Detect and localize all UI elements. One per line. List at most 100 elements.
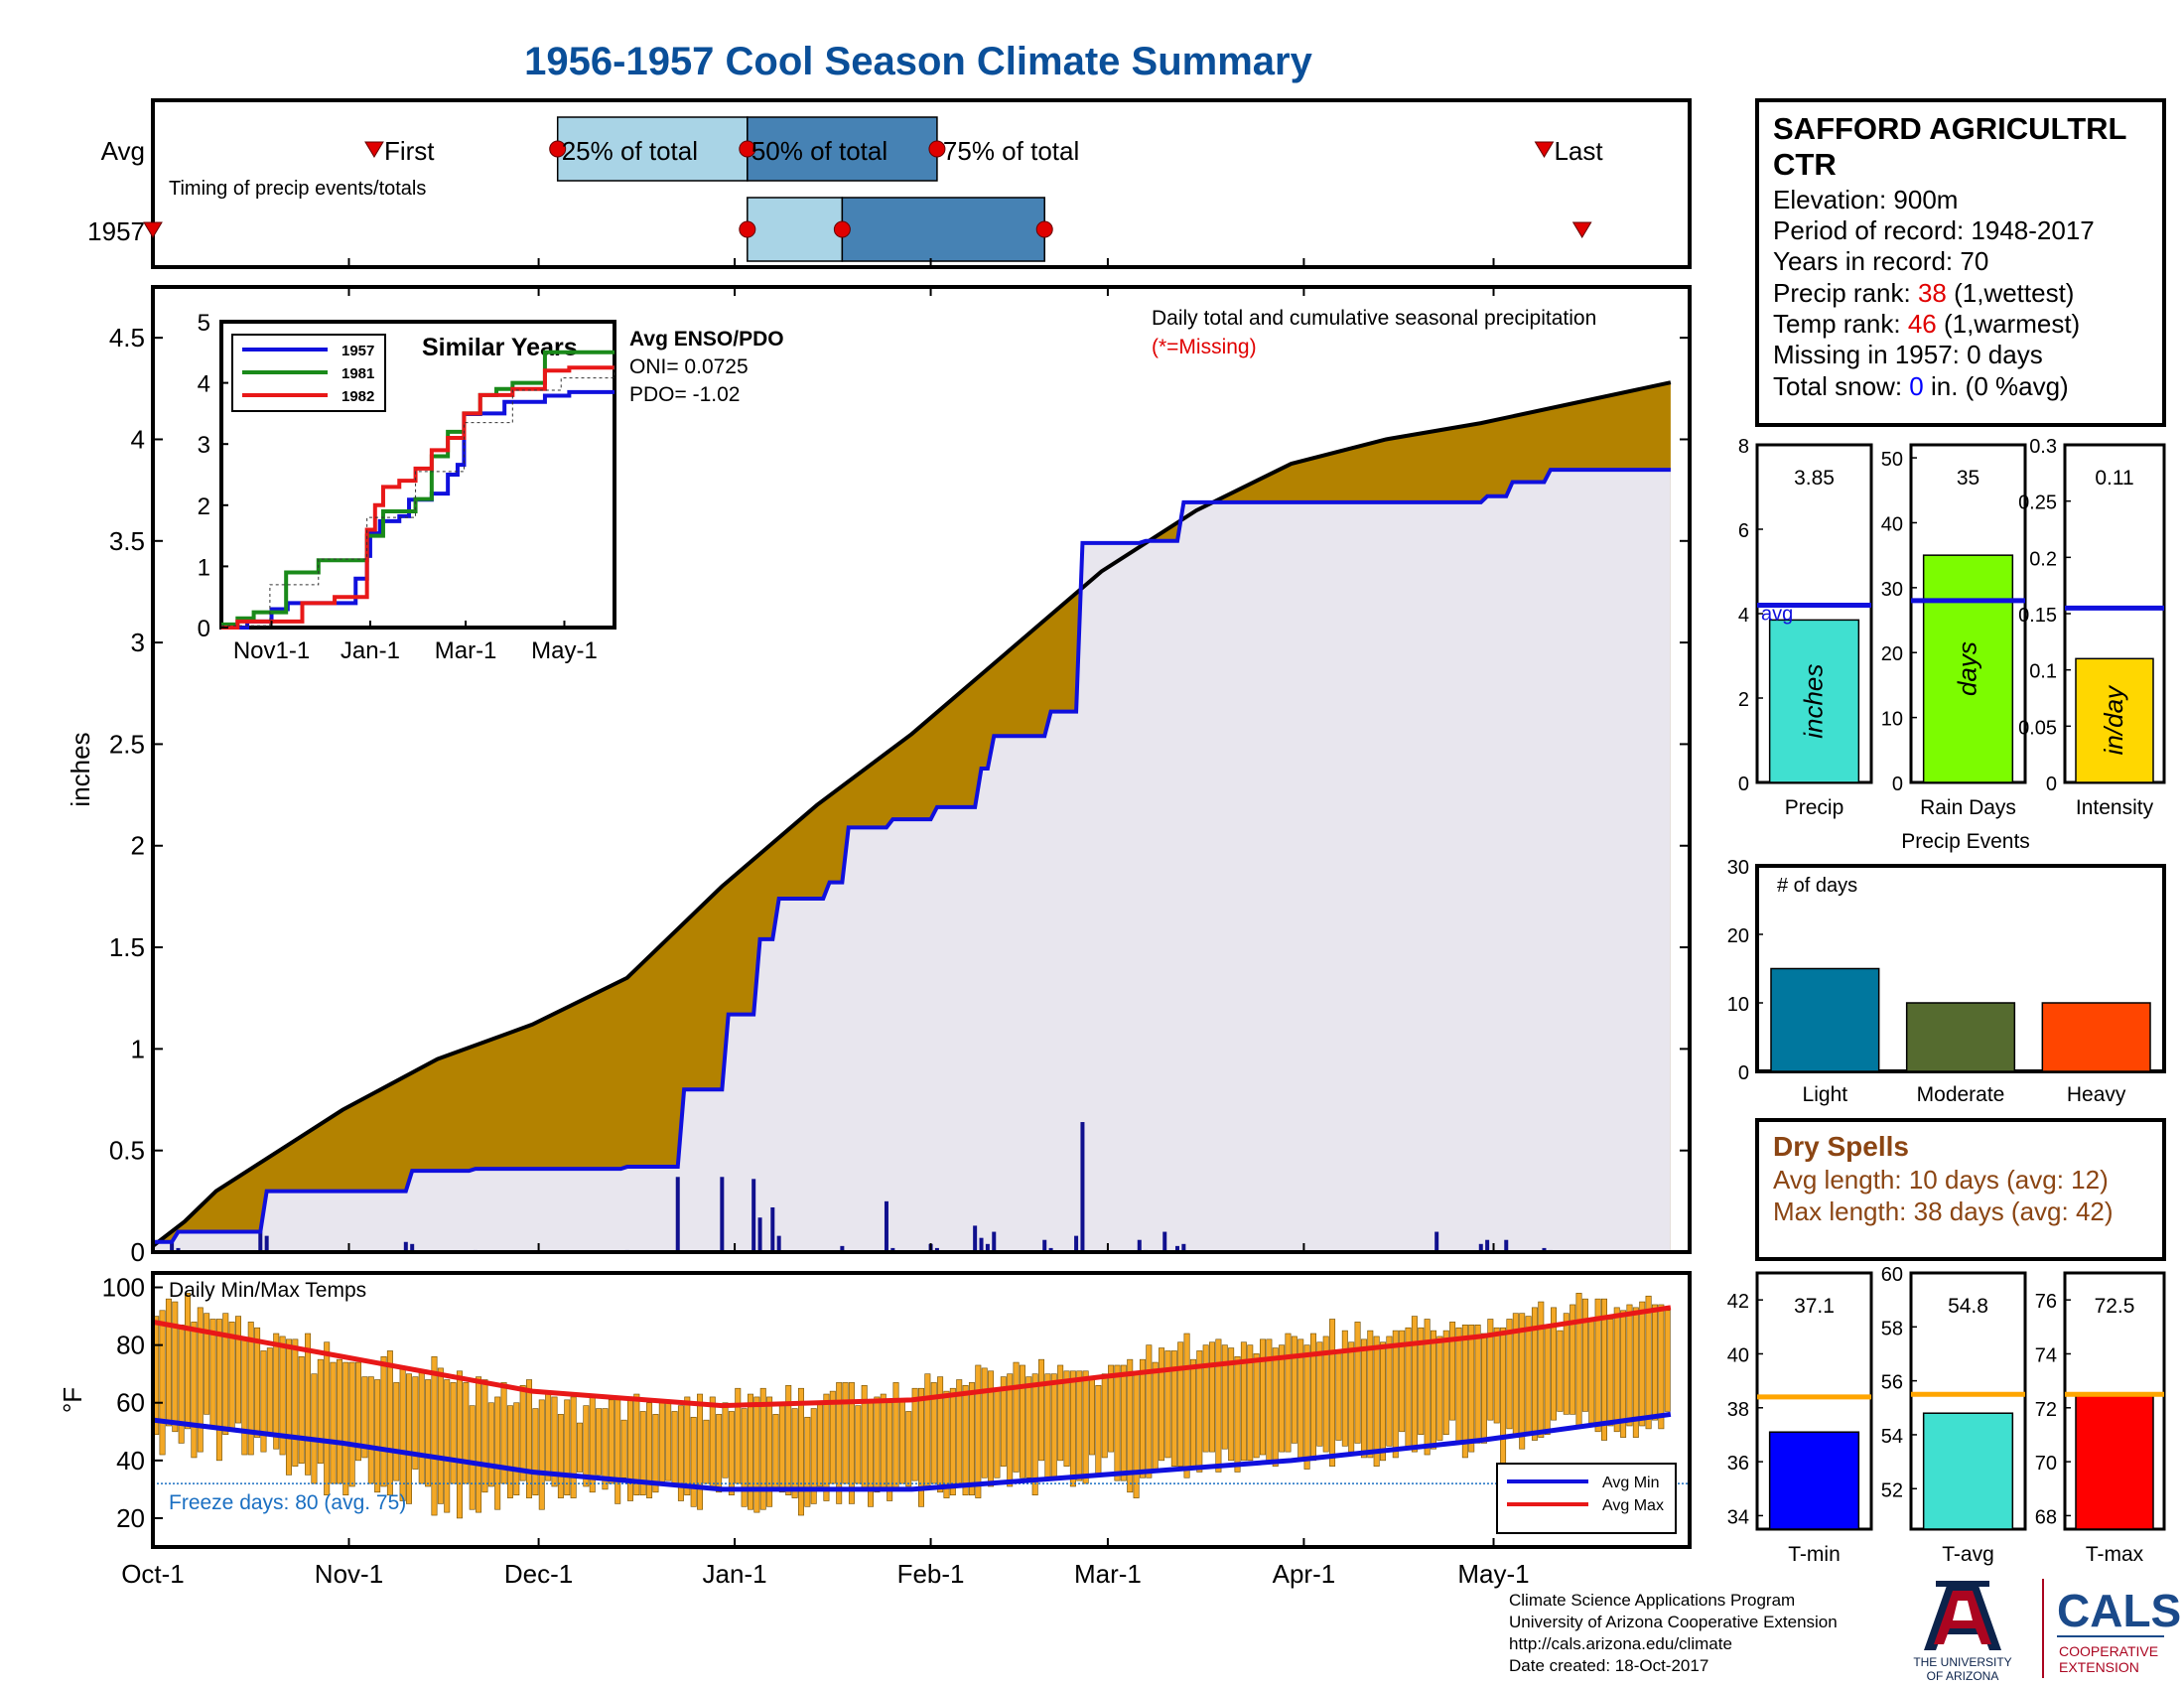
intensity-ytick-label: 0.2 (2029, 548, 2057, 570)
ua-line-2: OF ARIZONA (1927, 1669, 1999, 1683)
daily-temp-bar (1050, 1373, 1057, 1478)
month-label: Feb-1 (897, 1559, 965, 1589)
avg-25-50-box (556, 116, 749, 182)
t-avg-ytick-label: 58 (1881, 1318, 1903, 1339)
precip-ytick-label: 1 (131, 1034, 145, 1063)
daily-temp-bar (1279, 1344, 1286, 1453)
daily-temp-bar (185, 1293, 192, 1430)
daily-precip-bar (258, 1231, 263, 1252)
rain-days-unit-label: days (1953, 641, 1982, 696)
avg-cumulative-line (151, 380, 1672, 1248)
daily-precip-bar (973, 1225, 978, 1252)
daily-temp-bar (677, 1405, 684, 1501)
daily-temp-bar (406, 1373, 412, 1504)
daily-temp-bar (557, 1414, 564, 1498)
daily-temp-bar (949, 1387, 956, 1496)
t-min-ytick-label: 42 (1727, 1291, 1749, 1313)
precip-ylabel: inches (66, 732, 95, 806)
cals-sub-1: COOPERATIVE (2059, 1643, 2158, 1659)
ua-line-1: THE UNIVERSITY (1913, 1655, 2011, 1669)
daily-temp-bar (1007, 1373, 1014, 1487)
daily-temp-bar (709, 1396, 716, 1490)
daily-temp-bar (273, 1333, 280, 1450)
timing-avg-label: Avg (101, 136, 145, 166)
daily-temp-bar (817, 1402, 824, 1487)
events-ylabel: # of days (1777, 875, 1857, 897)
intensity-ytick-label: 0.15 (2018, 605, 2057, 627)
rain-days-ytick-label: 0 (1892, 774, 1903, 795)
daily-precip-bar (1080, 1122, 1085, 1252)
precip-bar (1768, 619, 1860, 783)
dry-spells-frame (1755, 1118, 2166, 1261)
daily-temp-bar (898, 1399, 905, 1484)
daily-temp-bar (1196, 1350, 1203, 1473)
daily-temp-bar (311, 1373, 318, 1484)
intensity-unit-label: in/day (2099, 684, 2128, 755)
daily-temp-bar (684, 1396, 691, 1496)
daily-temp-bar (753, 1396, 760, 1513)
t-max-ytick-label: 74 (2035, 1344, 2057, 1366)
daily-temp-bar (1557, 1330, 1564, 1412)
month-label: Apr-1 (1273, 1559, 1336, 1589)
daily-temp-bar (728, 1411, 735, 1496)
precip-note: Daily total and cumulative seasonal prec… (1152, 307, 1596, 330)
inset-line-avg (221, 364, 615, 627)
t-min-ytick-label: 38 (1727, 1399, 1749, 1421)
dry-spells: Dry Spells Avg length: 10 days (avg: 12)… (1755, 1118, 2166, 1261)
timing-panel: Avg 1957 Timing of precip events/totals … (87, 98, 1692, 269)
daily-precip-bar (1504, 1239, 1509, 1252)
daily-temp-bar (1209, 1341, 1216, 1453)
daily-temp-bar (1146, 1344, 1153, 1478)
daily-temp-bar (620, 1419, 627, 1478)
precip-rank-suffix: (1,wettest) (1947, 278, 2075, 308)
daily-temp-bar (1436, 1336, 1443, 1441)
daily-temp-bar (336, 1358, 342, 1484)
temps-ytick-label: 100 (102, 1273, 145, 1303)
daily-temp-bar (602, 1408, 609, 1490)
intensity-ytick-label: 0.25 (2018, 492, 2057, 514)
t-min-bar (1768, 1431, 1860, 1530)
daily-temp-bar (298, 1355, 305, 1465)
temps-ylabel: °F (58, 1387, 87, 1413)
daily-precip-bar (1042, 1239, 1047, 1252)
daily-temp-bar (463, 1382, 470, 1484)
daily-temp-bar (386, 1350, 393, 1496)
station-precip-rank: Precip rank: 38 (1,wettest) (1773, 278, 2074, 308)
daily-temp-bar (690, 1416, 697, 1507)
daily-temp-bar (823, 1393, 830, 1501)
temps-ytick-label: 20 (116, 1503, 145, 1533)
daily-temp-bar (1025, 1376, 1032, 1478)
daily-precip-bar (979, 1237, 984, 1252)
daily-temp-bar (1424, 1319, 1431, 1456)
station-elevation: Elevation: 900m (1773, 185, 1958, 214)
daily-precip-bar (890, 1247, 895, 1252)
daily-temp-bar (778, 1405, 785, 1493)
daily-temp-bar (975, 1364, 982, 1498)
enso-title: Avg ENSO/PDO (629, 328, 784, 351)
daily-precip-bar (1048, 1247, 1053, 1252)
daily-temp-bar (646, 1402, 653, 1498)
daily-temp-bar (1480, 1333, 1487, 1444)
daily-temp-bar (1000, 1376, 1007, 1467)
events-ytick-label: 20 (1727, 925, 1749, 947)
footer-line-1: Climate Science Applications Program (1509, 1591, 1795, 1610)
daily-temp-bar (526, 1379, 533, 1498)
avg-p75-marker (928, 140, 946, 158)
daily-temp-bar (538, 1399, 545, 1510)
daily-temp-bar (431, 1355, 438, 1516)
daily-temp-bar (918, 1387, 924, 1507)
temps-ytick-label: 60 (116, 1388, 145, 1418)
avg-p25-marker (549, 140, 567, 158)
daily-temp-bar (791, 1408, 798, 1498)
snow-value: 0 (1909, 371, 1923, 401)
temps-frame (151, 1271, 1692, 1549)
daily-temp-bar (1645, 1295, 1652, 1430)
daily-temp-bar (1519, 1313, 1526, 1450)
daily-precip-bar (1175, 1245, 1179, 1252)
daily-temp-bar (348, 1361, 355, 1487)
dry-spells-avg: Avg length: 10 days (avg: 12) (1773, 1165, 2109, 1195)
inset-xtick-label: Nov1-1 (233, 637, 310, 664)
y1957-p25-marker (739, 220, 756, 238)
daily-temp-bar (797, 1387, 804, 1516)
temps-ytick-label: 40 (116, 1446, 145, 1476)
